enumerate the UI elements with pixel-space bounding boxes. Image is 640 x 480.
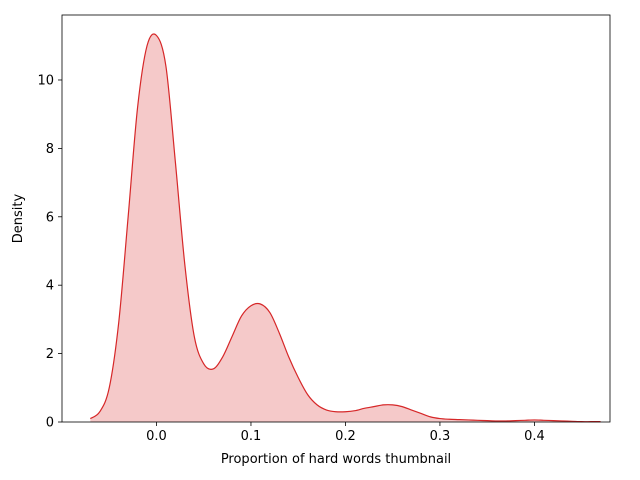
x-axis-label: Proportion of hard words thumbnail — [221, 452, 451, 467]
y-tick-label: 10 — [37, 73, 54, 88]
y-axis-label: Density — [11, 193, 26, 243]
density-curve-line — [89, 33, 601, 423]
axes-frame — [61, 14, 611, 423]
y-tick-label: 2 — [46, 347, 54, 362]
x-tick-label: 0.4 — [524, 429, 545, 444]
x-tick-label: 0.1 — [241, 429, 262, 444]
x-tick-label: 0.3 — [430, 429, 451, 444]
density-area-fill — [90, 33, 601, 423]
y-tick-label: 0 — [46, 416, 54, 431]
x-tick-label: 0.0 — [146, 429, 167, 444]
x-tick-label: 0.2 — [335, 429, 356, 444]
y-tick-label: 8 — [46, 142, 54, 157]
y-tick-label: 6 — [46, 210, 54, 225]
x-axis: 0.0 0.1 0.2 0.3 0.4 — [146, 422, 545, 444]
plot-area — [89, 33, 601, 423]
y-tick-label: 4 — [46, 279, 54, 294]
y-axis: 0 2 4 6 8 10 — [37, 73, 62, 431]
